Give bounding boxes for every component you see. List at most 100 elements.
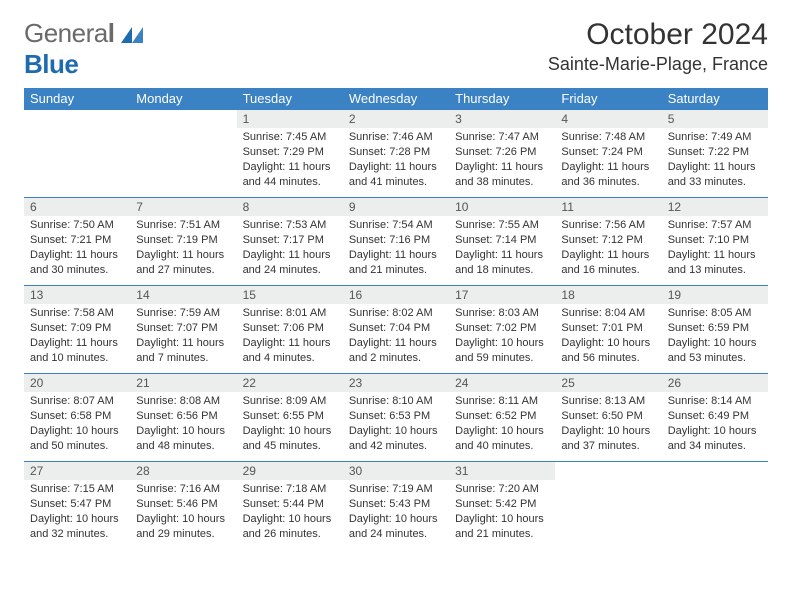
day-number: 31 (449, 462, 555, 480)
calendar-cell: 20 Sunrise: 8:07 AM Sunset: 6:58 PM Dayligh… (24, 374, 130, 462)
sunset-text: Sunset: 7:16 PM (349, 234, 430, 246)
daylight-text: Daylight: 11 hours (349, 337, 437, 349)
day-body: Sunrise: 7:16 AMSunset: 5:46 PMDaylight:… (130, 480, 236, 545)
day-number: 20 (24, 374, 130, 392)
day-number: 19 (662, 286, 768, 304)
calendar-row: 6Sunrise: 7:50 AMSunset: 7:21 PMDaylight… (24, 198, 768, 286)
sunset-text: Sunset: 7:02 PM (455, 322, 536, 334)
daylight-text: Daylight: 11 hours (668, 249, 756, 261)
calendar-cell: 1Sunrise: 7:45 AMSunset: 7:29 PMDaylight… (237, 110, 343, 198)
sunset-text: Sunset: 6:59 PM (668, 322, 749, 334)
sunset-text: Sunset: 7:06 PM (243, 322, 324, 334)
sunset-text: Sunset: 7:07 PM (136, 322, 217, 334)
sunrise-text: Sunrise: 7:18 AM (243, 483, 327, 495)
sunrise-text: Sunrise: 8:14 AM (668, 395, 752, 407)
daylight-text: Daylight: 11 hours (349, 161, 437, 173)
logo-word1-last: l (108, 18, 115, 48)
daylight-text: Daylight: 10 hours (455, 425, 544, 437)
calendar-cell (130, 110, 236, 198)
sunset-text: Sunset: 6:49 PM (668, 410, 749, 422)
day-body: Sunrise: 7:47 AMSunset: 7:26 PMDaylight:… (449, 128, 555, 193)
sunrise-text: Sunrise: 8:04 AM (561, 307, 645, 319)
day-number: 14 (130, 286, 236, 304)
daylight-text: and 27 minutes. (136, 264, 214, 276)
daylight-text: and 48 minutes. (136, 440, 214, 452)
sunset-text: Sunset: 7:17 PM (243, 234, 324, 246)
weekday-header: Friday (555, 88, 661, 110)
day-number: 9 (343, 198, 449, 216)
weekday-header: Tuesday (237, 88, 343, 110)
calendar-row: 13Sunrise: 7:58 AMSunset: 7:09 PMDayligh… (24, 286, 768, 374)
sunset-text: Sunset: 6:58 PM (30, 410, 111, 422)
day-body: Sunrise: 8:04 AMSunset: 7:01 PMDaylight:… (555, 304, 661, 369)
sunset-text: Sunset: 7:28 PM (349, 146, 430, 158)
calendar-cell: 16Sunrise: 8:02 AMSunset: 7:04 PMDayligh… (343, 286, 449, 374)
logo-word2: Blue (24, 49, 78, 79)
day-number: 28 (130, 462, 236, 480)
day-number: 10 (449, 198, 555, 216)
day-body: Sunrise: 8:07 AM Sunset: 6:58 PM Daylight:… (24, 392, 130, 457)
sunrise-text: Sunrise: 7:48 AM (561, 131, 645, 143)
logo-text: General Blue (24, 18, 143, 80)
daylight-text: Daylight: 10 hours (455, 337, 544, 349)
calendar-cell: 28Sunrise: 7:16 AMSunset: 5:46 PMDayligh… (130, 462, 236, 550)
calendar-cell: 21Sunrise: 8:08 AMSunset: 6:56 PMDayligh… (130, 374, 236, 462)
day-body: Sunrise: 7:49 AMSunset: 7:22 PMDaylight:… (662, 128, 768, 193)
header: General Blue October 2024 Sainte-Marie-P… (24, 18, 768, 80)
weekday-header-row: Sunday Monday Tuesday Wednesday Thursday… (24, 88, 768, 110)
day-body: Sunrise: 8:03 AMSunset: 7:02 PMDaylight:… (449, 304, 555, 369)
logo-word1: Genera (24, 18, 108, 48)
day-number: 16 (343, 286, 449, 304)
sunrise-text: Sunrise: 8:07 AM (30, 395, 114, 407)
daylight-text: and 30 minutes. (30, 264, 108, 276)
daylight-text: Daylight: 11 hours (668, 161, 756, 173)
sunset-text: Sunset: 5:47 PM (30, 498, 111, 510)
day-body: Sunrise: 8:14 AMSunset: 6:49 PMDaylight:… (662, 392, 768, 457)
sunrise-text: Sunrise: 7:56 AM (561, 219, 645, 231)
calendar-row: 1Sunrise: 7:45 AMSunset: 7:29 PMDaylight… (24, 110, 768, 198)
calendar-cell: 18Sunrise: 8:04 AMSunset: 7:01 PMDayligh… (555, 286, 661, 374)
daylight-text: Daylight: 10 hours (30, 425, 119, 437)
daylight-text: Daylight: 11 hours (136, 337, 224, 349)
daylight-text: Daylight: 10 hours (561, 425, 650, 437)
daylight-text: and 32 minutes. (30, 528, 108, 540)
day-number: 3 (449, 110, 555, 128)
day-body: Sunrise: 7:59 AMSunset: 7:07 PMDaylight:… (130, 304, 236, 369)
sunset-text: Sunset: 7:26 PM (455, 146, 536, 158)
day-number: 22 (237, 374, 343, 392)
calendar-cell: 30Sunrise: 7:19 AMSunset: 5:43 PMDayligh… (343, 462, 449, 550)
sunrise-text: Sunrise: 7:51 AM (136, 219, 220, 231)
day-body: Sunrise: 8:02 AMSunset: 7:04 PMDaylight:… (343, 304, 449, 369)
daylight-text: and 26 minutes. (243, 528, 321, 540)
daylight-text: and 38 minutes. (455, 176, 533, 188)
daylight-text: Daylight: 11 hours (561, 249, 649, 261)
calendar-cell (555, 462, 661, 550)
calendar-row: 27Sunrise: 7:15 AMSunset: 5:47 PMDayligh… (24, 462, 768, 550)
sunset-text: Sunset: 7:24 PM (561, 146, 642, 158)
day-number: 4 (555, 110, 661, 128)
sunrise-text: Sunrise: 7:46 AM (349, 131, 433, 143)
calendar-cell: 31Sunrise: 7:20 AMSunset: 5:42 PMDayligh… (449, 462, 555, 550)
sunrise-text: Sunrise: 7:57 AM (668, 219, 752, 231)
daylight-text: Daylight: 10 hours (349, 513, 438, 525)
day-number: 8 (237, 198, 343, 216)
sunrise-text: Sunrise: 7:53 AM (243, 219, 327, 231)
daylight-text: Daylight: 10 hours (30, 513, 119, 525)
daylight-text: Daylight: 11 hours (455, 249, 543, 261)
daylight-text: and 37 minutes. (561, 440, 639, 452)
sunrise-text: Sunrise: 7:16 AM (136, 483, 220, 495)
daylight-text: and 56 minutes. (561, 352, 639, 364)
daylight-text: Daylight: 10 hours (136, 425, 225, 437)
daylight-text: Daylight: 11 hours (30, 337, 118, 349)
sunset-text: Sunset: 7:10 PM (668, 234, 749, 246)
daylight-text: Daylight: 11 hours (455, 161, 543, 173)
sunrise-text: Sunrise: 8:09 AM (243, 395, 327, 407)
day-number: 18 (555, 286, 661, 304)
calendar-cell: 3Sunrise: 7:47 AMSunset: 7:26 PMDaylight… (449, 110, 555, 198)
daylight-text: and 41 minutes. (349, 176, 427, 188)
daylight-text: and 24 minutes. (243, 264, 321, 276)
day-number: 23 (343, 374, 449, 392)
sunrise-text: Sunrise: 7:49 AM (668, 131, 752, 143)
daylight-text: and 4 minutes. (243, 352, 315, 364)
daylight-text: and 21 minutes. (455, 528, 533, 540)
